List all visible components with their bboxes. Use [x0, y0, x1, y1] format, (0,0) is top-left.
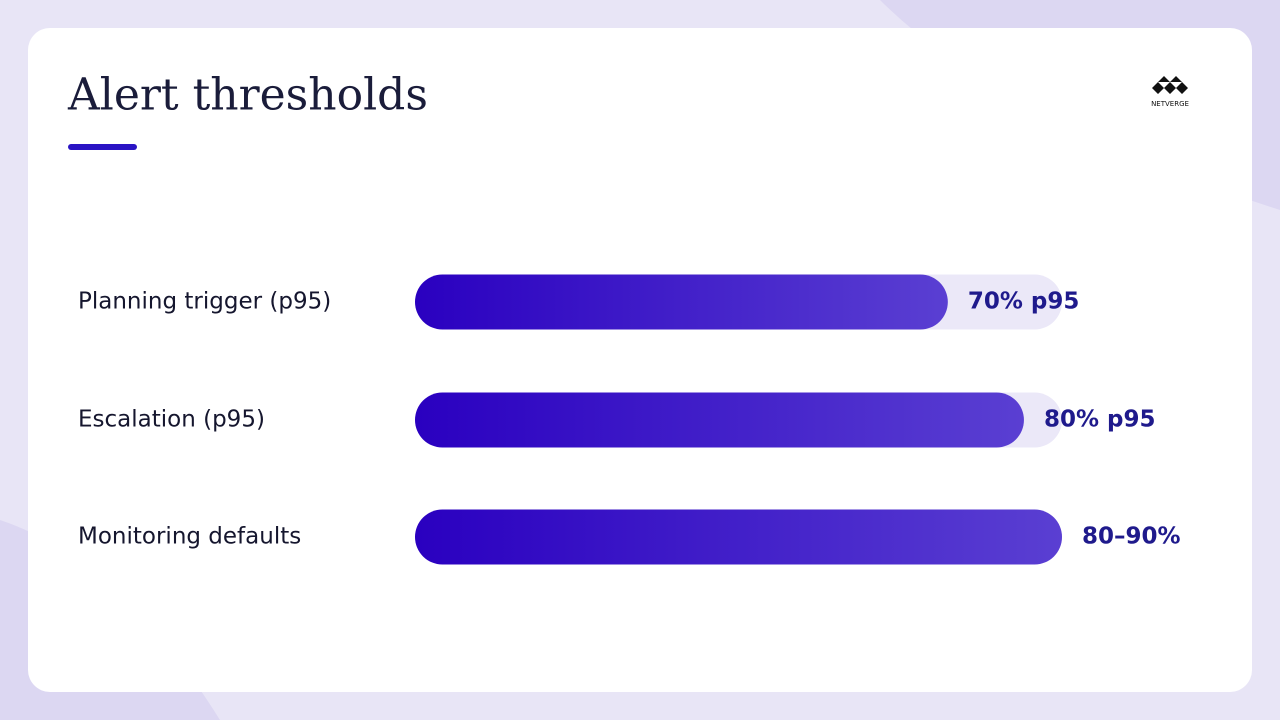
category-label: Escalation (p95) [78, 407, 265, 433]
logo-text: NETVERGE [1151, 100, 1189, 108]
category-label: Planning trigger (p95) [78, 289, 331, 315]
value-label: 80–90% [1082, 524, 1181, 550]
value-label: 80% p95 [1044, 407, 1156, 433]
logo: NETVERGE [1151, 76, 1189, 108]
bar [415, 509, 1062, 565]
card [28, 28, 1252, 692]
logo-mark [1152, 76, 1188, 94]
title-underline [68, 144, 137, 150]
bar [415, 274, 948, 330]
value-label: 70% p95 [968, 289, 1080, 315]
category-label: Monitoring defaults [78, 524, 301, 550]
chart-title: Alert thresholds [67, 70, 428, 121]
bar [415, 392, 1024, 448]
